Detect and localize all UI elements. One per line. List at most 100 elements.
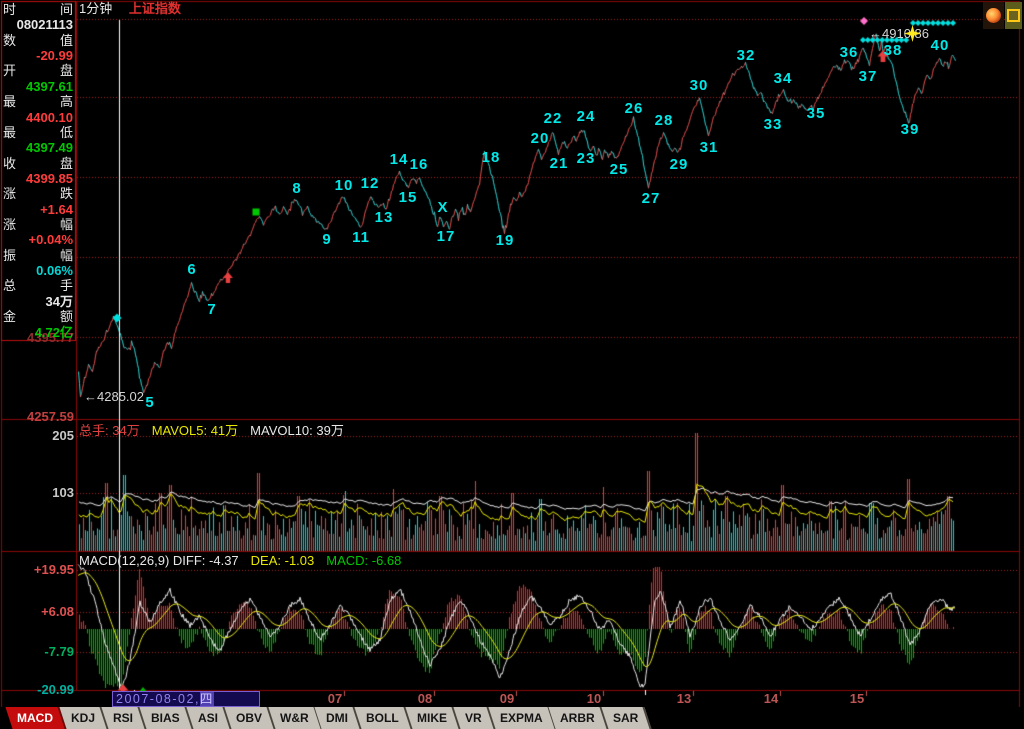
quote-label-char: 开 (3, 63, 17, 79)
tab-label: DMI (326, 711, 349, 725)
high-price-annotation: ←4910.86 (869, 26, 929, 41)
tab-kdj[interactable]: KDJ (59, 707, 109, 729)
tab-sar[interactable]: SAR (601, 707, 653, 729)
quote-row-label: 涨幅 (2, 217, 75, 232)
quote-row-label: 总手 (2, 278, 75, 293)
low-price-annotation: ←4285.02 (84, 389, 144, 404)
tab-label: BOLL (366, 711, 400, 725)
macd-pane-header: MACD(12,26,9) DIFF: -4.37 DEA: -1.03 MACD:… (79, 553, 413, 568)
macd-header-item: MACD: -6.68 (326, 553, 402, 568)
wave-label-X: X (437, 199, 449, 216)
restore-window-icon[interactable] (1005, 2, 1022, 29)
quote-label-char: 金 (3, 309, 17, 325)
wave-label-33: 33 (763, 116, 783, 133)
wave-label-37: 37 (858, 68, 878, 85)
quote-row-value: 0.06% (36, 263, 73, 279)
quote-row-label: 数值 (2, 33, 75, 48)
axis-label: 205 (52, 428, 74, 443)
wave-label-25: 25 (609, 161, 629, 178)
tab-label: MIKE (417, 711, 448, 725)
quote-label-char: 涨 (3, 186, 17, 202)
axis-label: 103 (52, 485, 74, 500)
wave-label-23: 23 (576, 150, 596, 167)
date-label-08: 08 (417, 691, 433, 706)
wave-label-21: 21 (549, 155, 569, 172)
date-label-14: 14 (763, 691, 779, 706)
quote-label-char: 总 (3, 278, 17, 294)
wave-label-15: 15 (398, 189, 418, 206)
wave-label-38: 38 (883, 42, 903, 59)
tab-bias[interactable]: BIAS (139, 707, 194, 729)
volume-header-item: 总手: 34万 (79, 423, 140, 438)
quote-label-char: 间 (59, 2, 73, 17)
wave-label-7: 7 (207, 301, 217, 318)
quote-label-char: 跌 (59, 186, 73, 202)
quote-row-value: -20.99 (36, 48, 73, 64)
wave-label-32: 32 (736, 47, 756, 64)
quote-label-char: 时 (3, 2, 17, 17)
quote-label-char: 高 (59, 94, 73, 110)
wave-label-35: 35 (806, 105, 826, 122)
quote-row-label: 最低 (2, 125, 75, 140)
wave-label-26: 26 (624, 100, 644, 117)
tab-label: KDJ (71, 711, 96, 725)
wave-label-12: 12 (360, 175, 380, 192)
volume-header-item: MAVOL5: 41万 (151, 423, 239, 438)
axis-label: +6.08 (41, 604, 74, 619)
wave-label-11: 11 (352, 229, 370, 246)
tab-macd[interactable]: MACD (5, 707, 67, 729)
volume-header-item: MAVOL10: 39万 (250, 423, 344, 438)
quote-row-value: 4397.61 (26, 78, 73, 94)
wave-label-14: 14 (389, 151, 409, 168)
date-label-13: 13 (676, 691, 692, 706)
logo-ball-icon (986, 8, 1001, 23)
wave-label-40: 40 (930, 37, 950, 54)
quote-label-char: 值 (59, 32, 73, 48)
wave-label-36: 36 (839, 44, 859, 61)
tab-arbr[interactable]: ARBR (548, 707, 609, 729)
wave-label-31: 31 (699, 139, 719, 156)
quote-row-label: 收盘 (2, 156, 75, 171)
tab-label: MACD (17, 711, 53, 725)
tab-obv[interactable]: OBV (224, 707, 276, 729)
wave-label-18: 18 (481, 149, 501, 166)
date-text: 2007-08-02, (116, 692, 200, 706)
quote-label-char: 收 (3, 155, 17, 171)
quote-label-char: 数 (3, 32, 17, 48)
tab-boll[interactable]: BOLL (354, 707, 413, 729)
wave-label-29: 29 (669, 156, 689, 173)
wave-label-28: 28 (654, 112, 674, 129)
quote-label-char: 最 (3, 124, 17, 140)
axis-label: -20.99 (37, 682, 74, 697)
quote-label-char: 额 (59, 309, 73, 325)
quote-label-char: 盘 (59, 63, 73, 79)
axis-label: +19.95 (33, 562, 74, 577)
tab-mike[interactable]: MIKE (405, 707, 461, 729)
chart-header: 1分钟 上证指数 (79, 2, 181, 16)
wave-label-30: 30 (689, 77, 709, 94)
restore-square-icon (1007, 9, 1020, 22)
macd-header-item: MACD(12,26,9) DIFF: -4.37 (79, 553, 239, 568)
tab-label: RSI (113, 711, 134, 725)
wave-label-24: 24 (576, 108, 596, 125)
tab-wr[interactable]: W&R (268, 707, 322, 729)
quote-row-label: 金额 (2, 309, 75, 324)
period-label: 1分钟 (79, 1, 113, 16)
wave-label-19: 19 (495, 232, 515, 249)
wave-label-9: 9 (322, 231, 332, 248)
symbol-label: 上证指数 (128, 1, 181, 16)
quote-row-value: 4.72亿 (34, 324, 73, 340)
tab-expma[interactable]: EXPMA (488, 707, 557, 729)
quote-row-label: 振幅 (2, 248, 75, 263)
date-label-15: 15 (849, 691, 865, 706)
quote-row-value: 4399.85 (26, 170, 73, 186)
wave-label-39: 39 (900, 121, 920, 138)
wave-label-27: 27 (641, 190, 661, 207)
quote-label-char: 手 (59, 278, 73, 294)
date-box: 2007-08-02,四 (112, 691, 260, 707)
tab-label: ARBR (560, 711, 596, 725)
volume-pane-header: 总手: 34万 MAVOL5: 41万 MAVOL10: 39万 (79, 420, 356, 439)
tab-label: EXPMA (499, 711, 543, 725)
